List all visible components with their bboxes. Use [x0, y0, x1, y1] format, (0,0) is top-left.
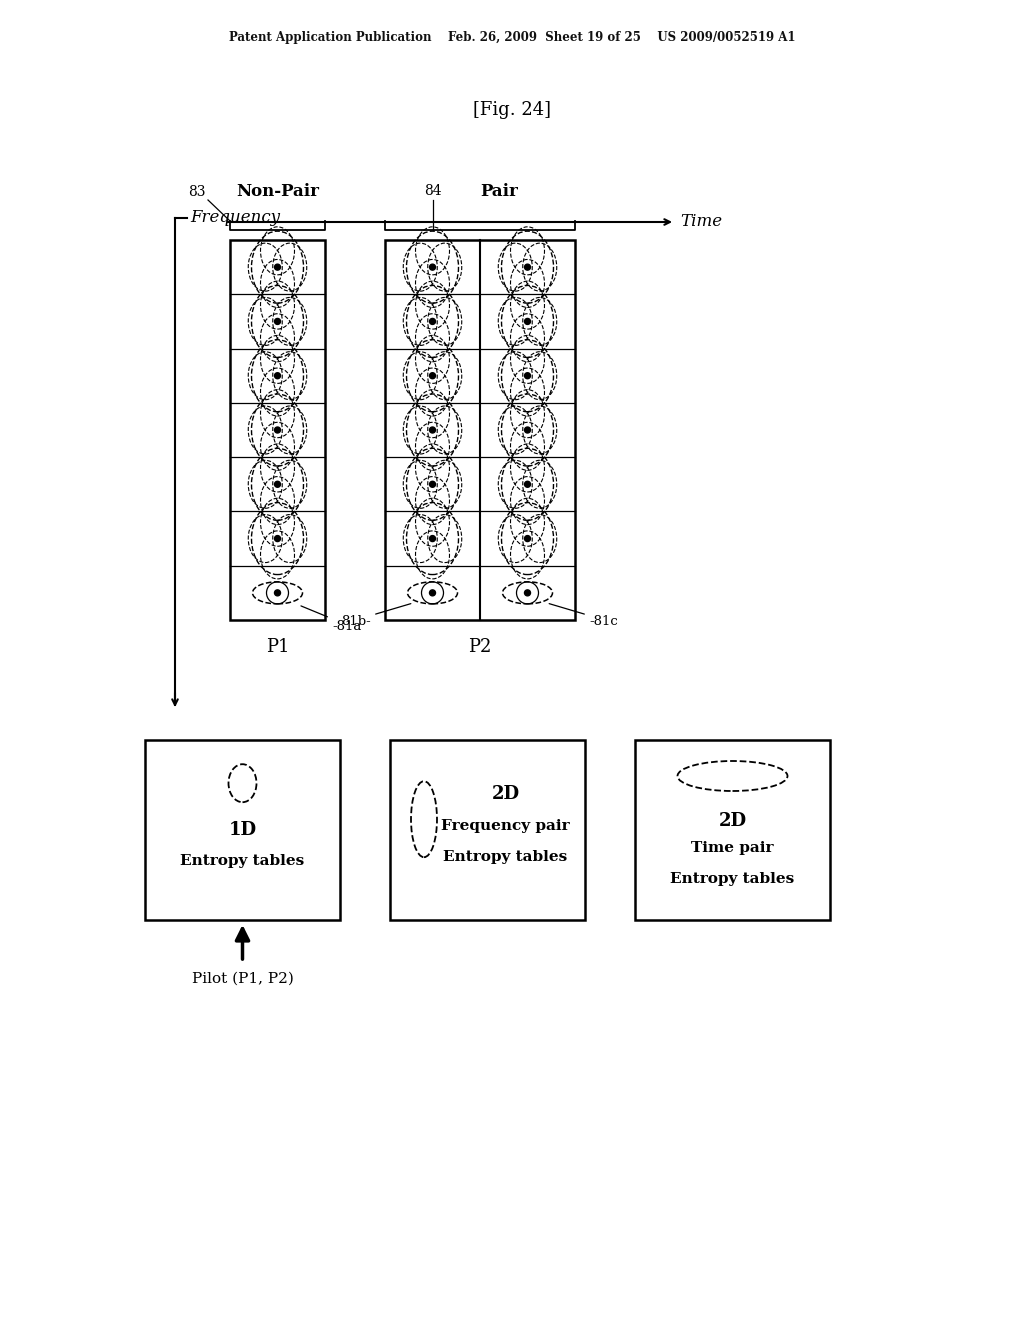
Circle shape [274, 590, 281, 595]
Circle shape [524, 482, 530, 487]
Text: Entropy tables: Entropy tables [671, 871, 795, 886]
Bar [635, 741, 830, 920]
Circle shape [524, 318, 530, 325]
Circle shape [429, 318, 435, 325]
Circle shape [429, 426, 435, 433]
Circle shape [429, 264, 435, 271]
Circle shape [429, 536, 435, 541]
Text: 2D: 2D [492, 785, 519, 803]
Text: -81a: -81a [332, 620, 361, 632]
Circle shape [429, 590, 435, 595]
Bar [390, 741, 585, 920]
Text: Frequency: Frequency [190, 210, 280, 227]
Text: Patent Application Publication    Feb. 26, 2009  Sheet 19 of 25    US 2009/00525: Patent Application Publication Feb. 26, … [228, 32, 796, 45]
Circle shape [429, 482, 435, 487]
Circle shape [524, 264, 530, 271]
Circle shape [274, 482, 281, 487]
Text: P2: P2 [468, 638, 492, 656]
Circle shape [524, 536, 530, 541]
Circle shape [274, 318, 281, 325]
Text: P1: P1 [266, 638, 289, 656]
Text: Pair: Pair [480, 183, 518, 201]
Circle shape [524, 426, 530, 433]
Bar [145, 741, 340, 920]
Text: 81b-: 81b- [341, 615, 371, 628]
Text: [Fig. 24]: [Fig. 24] [473, 102, 551, 119]
Text: Frequency pair: Frequency pair [441, 820, 569, 833]
Circle shape [274, 372, 281, 379]
Text: Entropy tables: Entropy tables [443, 850, 567, 865]
Text: Pilot (P1, P2): Pilot (P1, P2) [191, 972, 294, 986]
Text: Non-Pair: Non-Pair [236, 183, 319, 201]
Text: -81c: -81c [589, 615, 617, 628]
Text: 2D: 2D [719, 812, 746, 830]
Circle shape [429, 372, 435, 379]
Circle shape [274, 536, 281, 541]
Circle shape [524, 590, 530, 595]
Circle shape [274, 426, 281, 433]
Circle shape [274, 264, 281, 271]
Text: Entropy tables: Entropy tables [180, 854, 304, 867]
Text: 83: 83 [188, 185, 206, 199]
Text: 84: 84 [424, 183, 441, 198]
Text: Time pair: Time pair [691, 841, 774, 855]
Bar [385, 240, 575, 620]
Circle shape [524, 372, 530, 379]
Text: 1D: 1D [228, 821, 257, 840]
Bar [230, 240, 325, 620]
Text: Time: Time [680, 214, 722, 231]
